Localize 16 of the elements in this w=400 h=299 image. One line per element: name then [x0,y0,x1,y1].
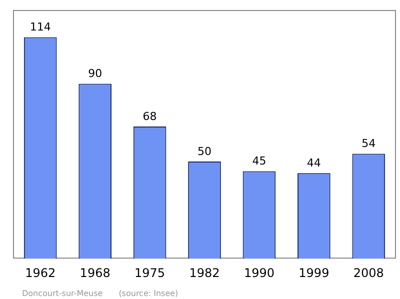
data-label: 54 [362,137,376,150]
x-tick-label: 1982 [189,266,220,280]
data-label: 44 [306,156,321,170]
text: (source: Insee) [118,289,178,298]
text: Doncourt-sur-Meuse [22,289,103,298]
x-tick-label: 1975 [134,266,166,280]
x-tick-label: 2008 [353,266,384,280]
x-tick-label: 1962 [25,266,56,280]
x-tick-label: 1968 [80,266,110,280]
data-label: 45 [252,154,266,168]
x-tick-label: 1999 [298,266,330,280]
x-tick-label: 1990 [244,266,274,280]
data-label: 50 [198,144,212,158]
data-label: 114 [30,20,51,34]
data-label: 68 [142,110,157,123]
data-label: 90 [88,67,102,80]
